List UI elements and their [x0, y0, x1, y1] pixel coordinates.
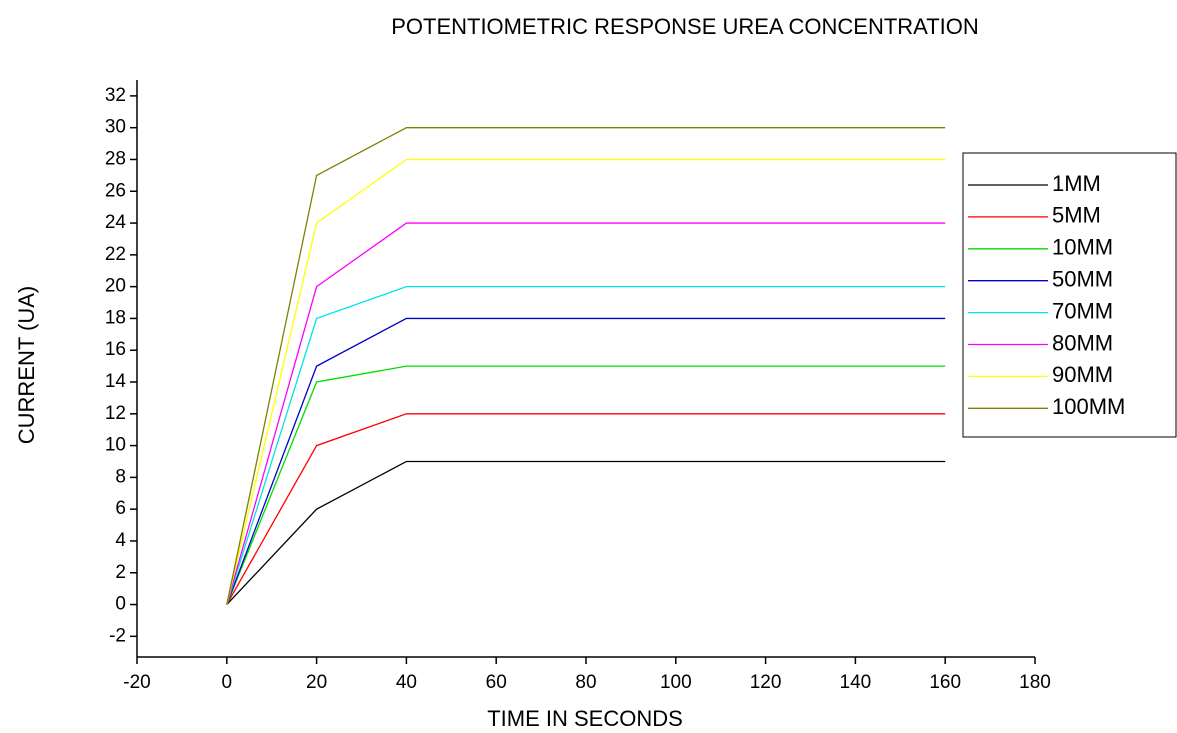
legend-label: 100MM — [1052, 394, 1125, 419]
y-tick-label: 14 — [105, 371, 127, 392]
y-tick-label: 0 — [115, 594, 126, 615]
y-tick-label: 24 — [105, 212, 127, 233]
x-axis-label: TIME IN SECONDS — [487, 706, 683, 731]
x-tick-label: 60 — [486, 672, 507, 693]
y-tick-label: 10 — [105, 435, 126, 456]
chart-title: POTENTIOMETRIC RESPONSE UREA CONCENTRATI… — [391, 14, 979, 39]
legend-label: 1MM — [1052, 171, 1101, 196]
x-tick-label: -20 — [123, 672, 150, 693]
series-line — [227, 366, 945, 604]
series-line — [227, 461, 945, 604]
y-tick-label: 8 — [115, 466, 126, 487]
chart: POTENTIOMETRIC RESPONSE UREA CONCENTRATI… — [0, 0, 1177, 733]
legend-label: 90MM — [1052, 362, 1113, 387]
series-line — [227, 287, 945, 605]
y-tick-label: 12 — [105, 403, 126, 424]
y-tick-label: 4 — [115, 530, 126, 551]
y-tick-label: 16 — [105, 339, 126, 360]
x-tick-label: 180 — [1019, 672, 1051, 693]
legend-label: 10MM — [1052, 235, 1113, 260]
y-tick-label: 26 — [105, 180, 126, 201]
x-tick-label: 160 — [929, 672, 961, 693]
y-tick-label: 28 — [105, 148, 126, 169]
y-tick-label: -2 — [109, 625, 126, 646]
y-tick-label: 18 — [105, 307, 126, 328]
y-axis-label: CURRENT (UA) — [14, 286, 39, 444]
series-line — [227, 159, 945, 604]
x-tick-label: 40 — [396, 672, 417, 693]
legend-label: 5MM — [1052, 203, 1101, 228]
y-tick-label: 20 — [105, 276, 126, 297]
legend-label: 80MM — [1052, 330, 1113, 355]
y-tick-label: 2 — [115, 562, 126, 583]
x-tick-label: 0 — [222, 672, 233, 693]
x-tick-label: 80 — [575, 672, 596, 693]
x-tick-label: 100 — [660, 672, 692, 693]
y-tick-label: 32 — [105, 85, 126, 106]
legend-label: 50MM — [1052, 267, 1113, 292]
legend-label: 70MM — [1052, 298, 1113, 323]
y-tick-label: 30 — [105, 117, 126, 138]
y-tick-label: 22 — [105, 244, 126, 265]
y-tick-label: 6 — [115, 498, 126, 519]
x-tick-label: 20 — [306, 672, 327, 693]
x-tick-label: 140 — [840, 672, 872, 693]
x-tick-label: 120 — [750, 672, 782, 693]
series-line — [227, 414, 945, 605]
